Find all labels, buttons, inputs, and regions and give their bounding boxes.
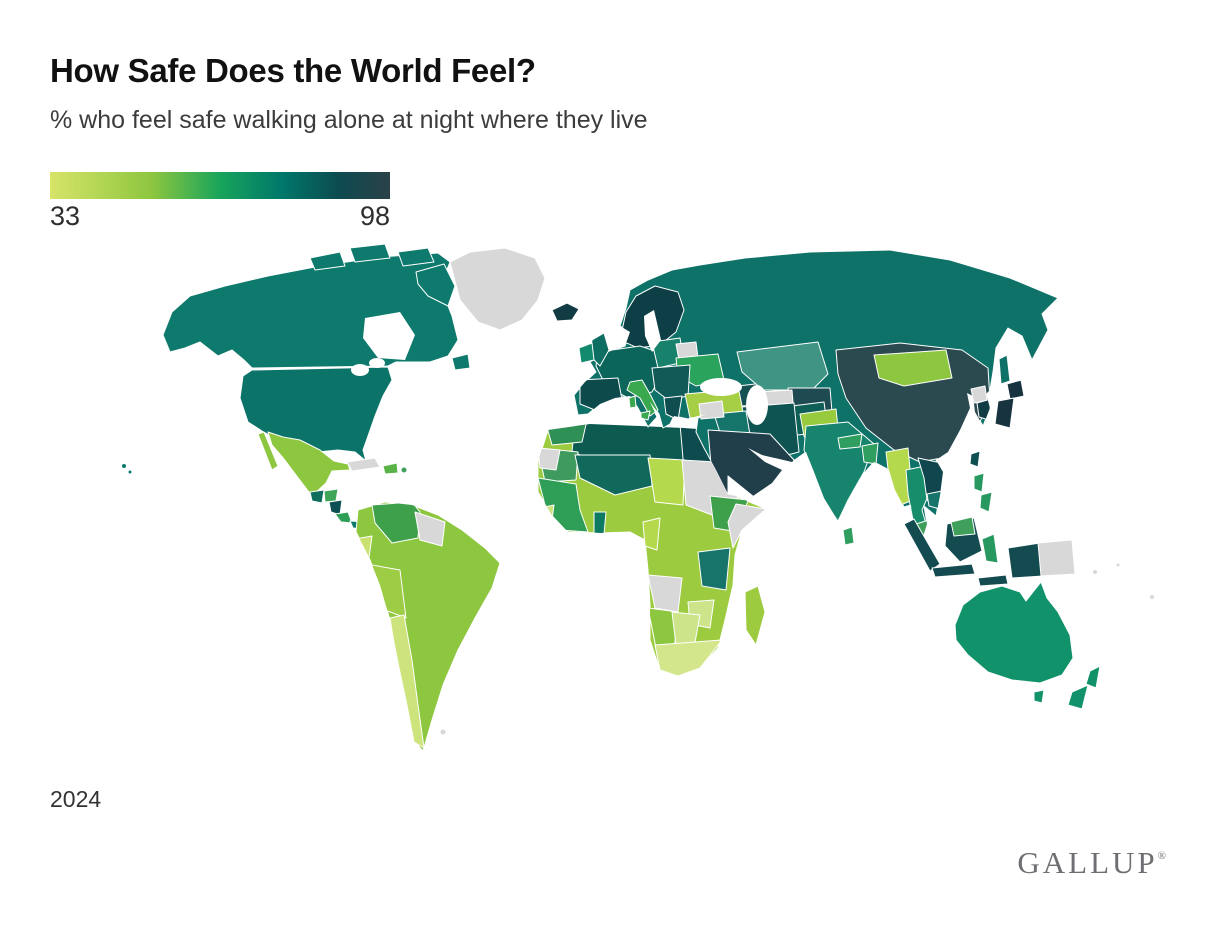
- region-new-zealand: [1085, 665, 1101, 689]
- region-papua-indonesia: [1007, 542, 1044, 579]
- region-philippines: [979, 491, 993, 513]
- region-venezuela: [371, 502, 421, 544]
- region-borneo-malaysia: [950, 516, 976, 537]
- gallup-logo: GALLUP®: [1017, 845, 1166, 881]
- region-madagascar: [744, 585, 766, 646]
- page-title: How Safe Does the World Feel?: [50, 52, 536, 89]
- region-guianas: [414, 511, 446, 547]
- black-sea: [700, 378, 742, 396]
- region-sardinia: [628, 395, 637, 409]
- region-hawaii: [127, 469, 133, 475]
- region-pacific-island: [1115, 562, 1121, 568]
- region-mongolia: [873, 349, 953, 387]
- region-cameroon: [642, 517, 661, 551]
- caspian-sea: [746, 385, 768, 425]
- region-peru: [356, 561, 407, 619]
- region-arctic-island: [397, 247, 435, 267]
- region-java: [931, 563, 976, 578]
- legend-max-label: 98: [359, 201, 390, 231]
- region-iberia: [579, 377, 623, 413]
- great-lakes: [351, 364, 369, 376]
- region-arctic-island: [349, 243, 391, 263]
- region-somalia: [727, 503, 766, 549]
- region-hawaii: [121, 463, 127, 469]
- legend-min-label: 33: [50, 201, 81, 231]
- subtitle: % who feel safe walking alone at night w…: [50, 106, 648, 134]
- region-south-africa: [654, 639, 723, 676]
- region-mexico: [267, 431, 351, 497]
- region-newfoundland: [451, 353, 471, 371]
- region-japan: [1006, 379, 1025, 400]
- year-label: 2024: [50, 786, 102, 812]
- region-south-korea: [976, 398, 992, 421]
- region-arctic-island: [309, 251, 346, 271]
- region-india: [803, 421, 875, 522]
- region-japan: [994, 397, 1015, 429]
- region-tasmania: [1033, 689, 1045, 704]
- region-puerto-rico: [400, 466, 408, 474]
- region-falkland-islands: [439, 728, 447, 736]
- region-tanzania: [697, 547, 731, 591]
- region-taiwan: [969, 450, 981, 468]
- registered-mark: ®: [1157, 850, 1166, 862]
- region-syria: [698, 400, 725, 420]
- region-cambodia: [926, 490, 943, 510]
- region-lesser-sunda: [977, 574, 1009, 587]
- region-hispaniola: [382, 462, 399, 475]
- region-canada: [162, 252, 459, 369]
- region-nepal: [837, 433, 863, 450]
- region-sulawesi: [981, 533, 999, 564]
- region-baffin-island: [415, 263, 456, 307]
- region-cuba: [346, 457, 381, 472]
- region-papua-new-guinea: [1037, 539, 1076, 577]
- region-sumatra: [903, 518, 941, 572]
- region-pacific-island: [1092, 569, 1098, 575]
- region-costa-rica: [334, 511, 353, 524]
- region-western-sahara: [538, 447, 561, 471]
- legend-gradient-bar: [50, 172, 390, 199]
- color-legend: 33 98: [50, 172, 390, 232]
- region-baja-california: [257, 431, 279, 471]
- region-chad: [647, 457, 686, 506]
- baltic-sea: [644, 310, 661, 352]
- region-sicily: [640, 410, 651, 421]
- region-ireland: [578, 342, 595, 364]
- region-philippines: [973, 472, 985, 493]
- region-guatemala: [309, 489, 325, 504]
- region-sri-lanka: [842, 526, 855, 546]
- region-italy: [626, 379, 659, 417]
- region-bangladesh: [861, 442, 879, 465]
- region-ghana: [593, 511, 607, 535]
- region-mali-niger: [574, 454, 653, 496]
- region-honduras: [323, 488, 339, 503]
- great-lakes: [369, 358, 385, 368]
- region-morocco: [544, 424, 589, 446]
- region-pacific-island: [1149, 594, 1155, 600]
- region-greenland: [449, 247, 546, 331]
- region-ecuador: [356, 535, 373, 566]
- gallup-logo-text: GALLUP: [1017, 845, 1158, 880]
- hudson-bay: [363, 312, 415, 360]
- region-australia: [954, 581, 1074, 684]
- region-sakhalin: [998, 354, 1011, 385]
- region-new-zealand: [1067, 684, 1089, 710]
- region-iceland: [551, 302, 580, 322]
